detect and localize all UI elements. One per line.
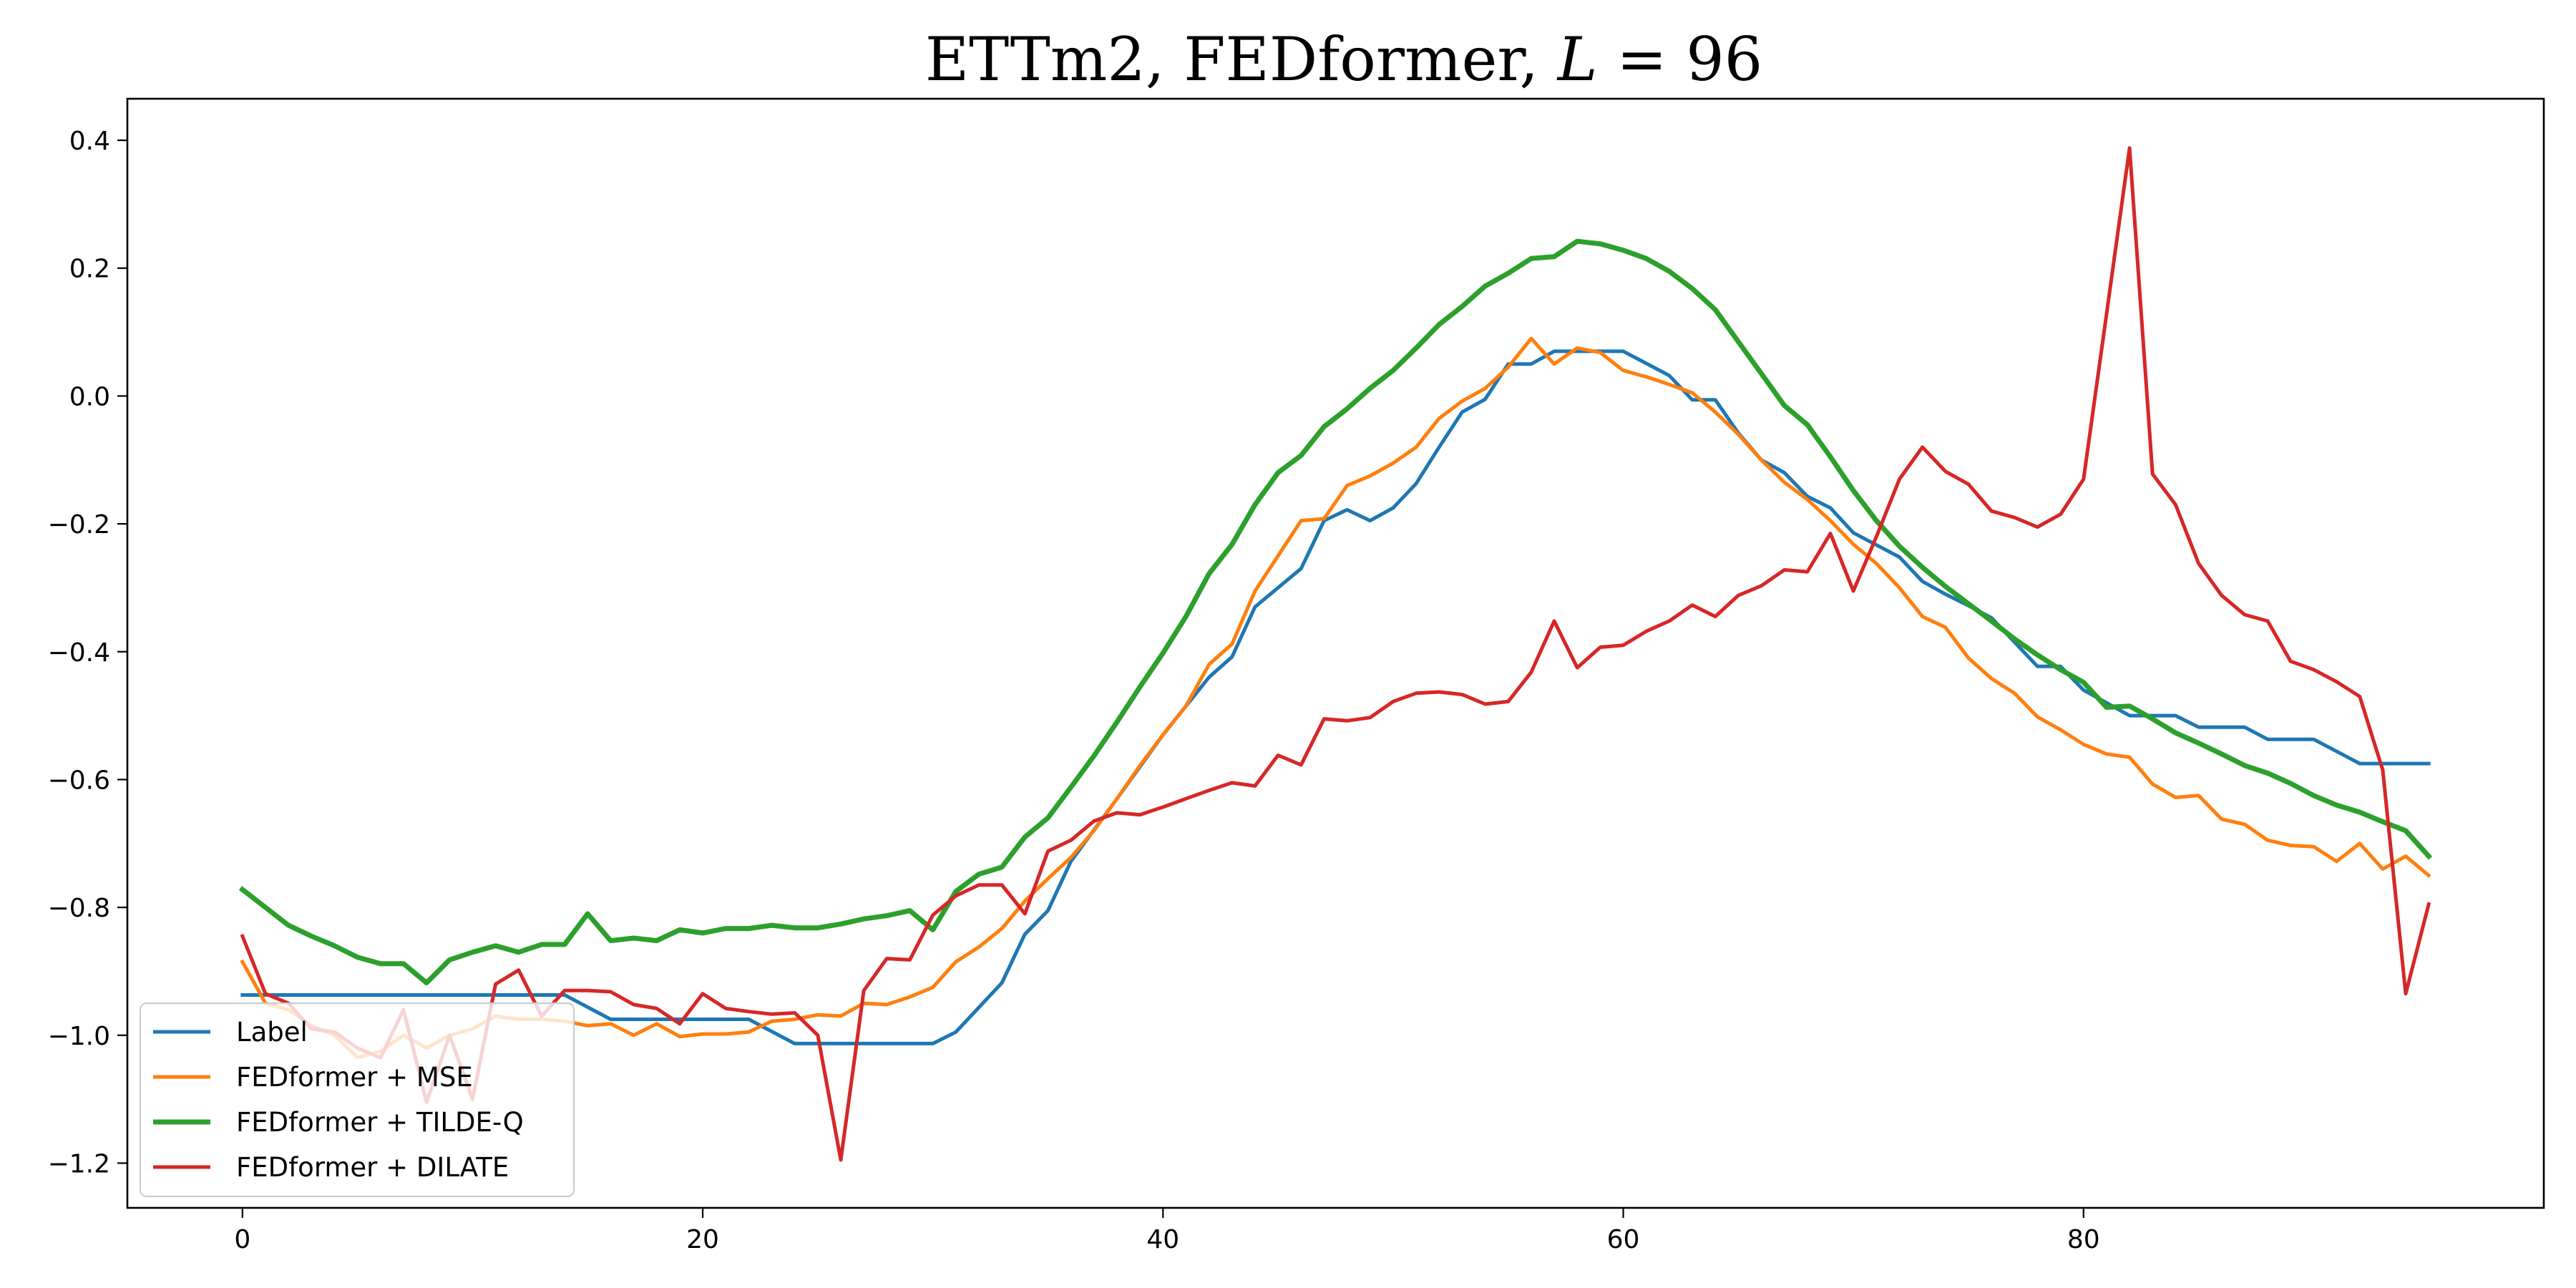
legend-label: FEDformer + MSE (236, 1062, 473, 1093)
axes-frame (126, 97, 2545, 1209)
y-tick-label: 0.2 (69, 255, 110, 284)
legend-label: FEDformer + DILATE (236, 1152, 509, 1183)
y-tick-label: 0.0 (69, 382, 110, 411)
y-tick-label: −1.2 (48, 1149, 110, 1179)
x-tick-label: 80 (2067, 1225, 2100, 1254)
x-tick-label: 40 (1146, 1225, 1179, 1254)
legend: Label FEDformer + MSE FEDformer + TILDE-Q F… (139, 1002, 575, 1198)
x-tick-label: 0 (234, 1225, 250, 1254)
x-axis: 0 20 40 60 80 (234, 1208, 2100, 1254)
y-tick-label: −0.8 (48, 894, 110, 923)
x-tick-label: 20 (686, 1225, 719, 1254)
y-tick-label: −0.6 (48, 766, 110, 795)
legend-box (139, 1002, 575, 1198)
y-tick-label: −0.4 (48, 638, 110, 668)
y-tick-label: −1.0 (48, 1022, 110, 1051)
series-line-1 (240, 336, 2431, 1060)
x-tick-label: 60 (1607, 1225, 1640, 1254)
chart-title: ETTm2, FEDformer, L = 96 (925, 24, 1762, 94)
series-lines (238, 146, 2433, 1162)
legend-label: FEDformer + TILDE-Q (236, 1107, 524, 1138)
y-tick-label: 0.4 (69, 127, 110, 156)
series-line-2 (238, 238, 2433, 985)
y-axis: −1.2 −1.0 −0.8 −0.6 −0.4 −0.2 0.0 0.2 0.4 (48, 127, 127, 1179)
series-line-3 (240, 146, 2431, 1162)
y-tick-label: −0.2 (48, 510, 110, 540)
legend-label: Label (236, 1017, 308, 1048)
